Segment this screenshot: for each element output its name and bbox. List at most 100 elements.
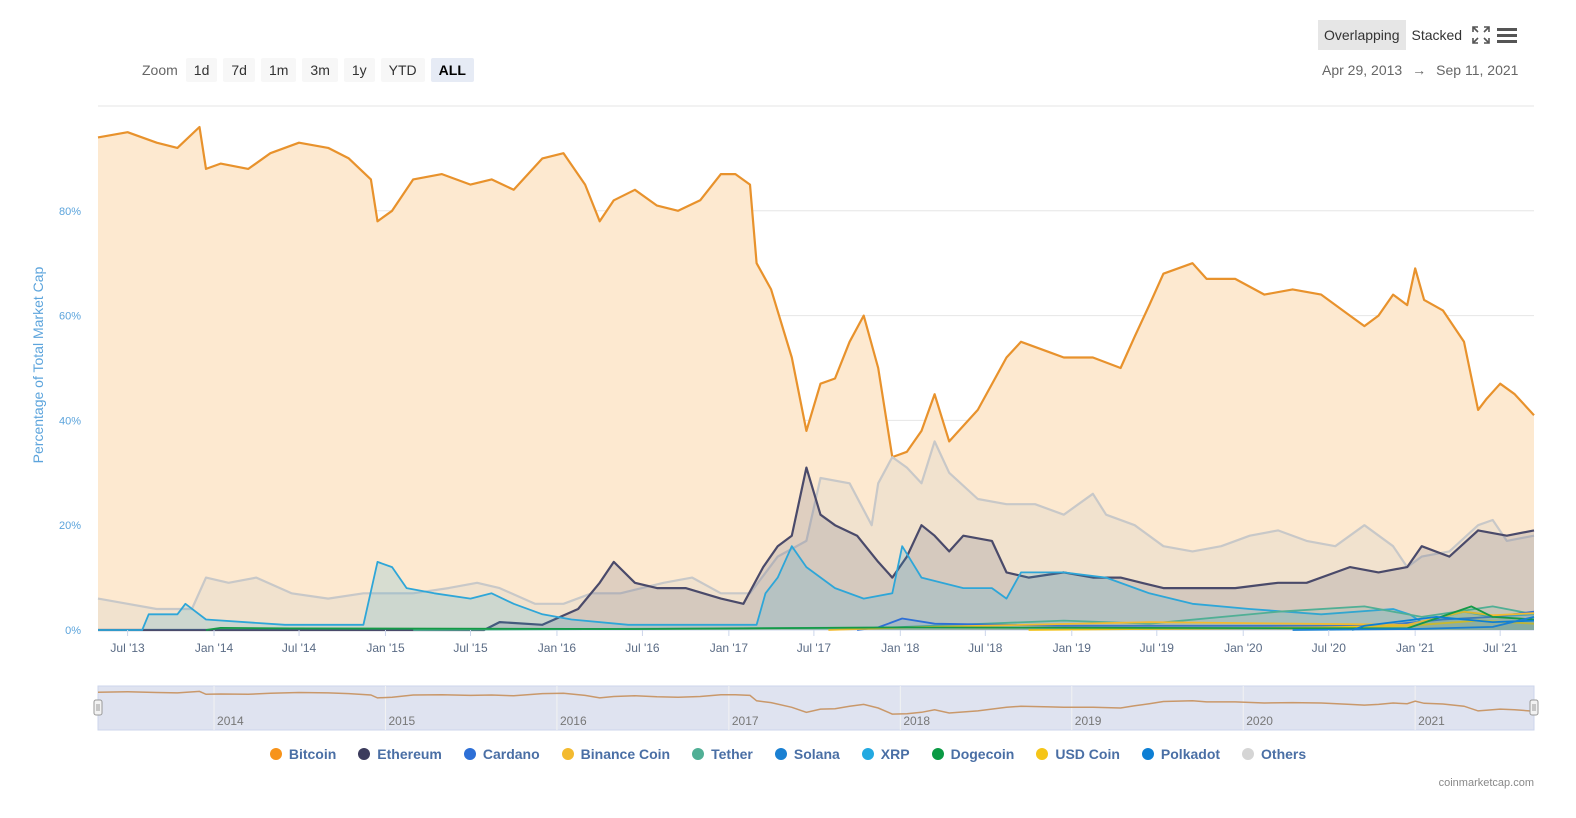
legend-item-solana[interactable]: Solana [774,746,840,762]
legend-marker [861,748,874,760]
x-tick-label: Jul '20 [1312,641,1347,655]
y-axis-label: Percentage of Total Market Cap [30,266,46,463]
series-area-bitcoin [98,127,1534,630]
stacked-button[interactable]: Stacked [1411,27,1463,43]
legend-item-xrp[interactable]: XRP [861,746,910,762]
navigator-year-label: 2016 [560,714,587,728]
series-area-tether [413,606,1535,630]
legend-marker [463,748,476,760]
legend-label: Tether [711,746,753,762]
zoom-ytd-button[interactable]: YTD [380,58,425,82]
zoom-label: Zoom [142,62,178,78]
legend-marker [269,748,282,760]
zoom-1d-button[interactable]: 1d [185,58,218,82]
x-tick-label: Jan '18 [881,641,920,655]
y-tick-label: 20% [59,520,81,532]
x-tick-label: Jan '14 [195,641,234,655]
series-line-tether[interactable] [413,605,1535,631]
series-area-solana [1292,616,1534,630]
legend-marker [358,748,371,760]
x-tick-label: Jul '13 [110,641,145,655]
navigator-year-label: 2018 [903,714,930,728]
series-layer [97,125,1535,632]
legend-label: Polkadot [1160,746,1221,762]
x-tick-label: Jan '19 [1053,641,1092,655]
legend-label: Binance Coin [580,746,671,762]
mode-toolbar: Overlapping Stacked [1318,20,1520,50]
legend-item-tether[interactable]: Tether [692,746,753,762]
zoom-1m-button[interactable]: 1m [260,58,297,82]
menu-icon[interactable] [1494,20,1520,50]
series-line-bitcoin[interactable] [97,125,1535,459]
navigator-year-label: 2014 [217,714,244,728]
x-tick-label: Jul '15 [453,641,488,655]
series-area-xrp [98,546,1534,630]
legend-marker [1036,748,1049,760]
series-area-ethereum [98,467,1534,630]
navigator[interactable]: 2014 2015 2016 2017 2018 2019 2020 2021 [93,685,1539,731]
legend-marker [931,748,944,760]
credit: coinmarketcap.com [1438,777,1534,789]
navigator-year-label: 2015 [388,714,415,728]
x-tick-label: Jul '19 [1140,641,1175,655]
legend-item-others[interactable]: Others [1242,746,1306,762]
date-from[interactable]: Apr 29, 2013 [1322,62,1403,78]
legend-item-polkadot[interactable]: Polkadot [1141,746,1221,762]
y-tick-label: 60% [59,311,81,323]
series-line-dogecoin[interactable] [205,605,1535,631]
y-tick-label: 40% [59,415,81,427]
navigator-year-label: 2017 [732,714,759,728]
overlapping-button[interactable]: Overlapping [1318,20,1406,50]
x-tick-label: Jan '16 [538,641,577,655]
y-tick-label: 80% [59,206,81,218]
series-line-xrp[interactable] [98,545,1535,631]
series-line-ethereum[interactable] [98,466,1535,632]
navigator-year-label: 2019 [1075,714,1102,728]
legend-label: Solana [793,746,840,762]
legend-marker [692,748,705,760]
legend-marker [561,748,574,760]
legend-marker [774,748,787,760]
legend-item-usd-coin[interactable]: USD Coin [1036,746,1120,762]
y-tick-label: 0% [65,625,81,637]
x-tick-label: Jan '17 [710,641,749,655]
navigator-year-label: 2020 [1246,714,1273,728]
date-to[interactable]: Sep 11, 2021 [1436,62,1519,78]
legend-item-binance-coin[interactable]: Binance Coin [561,746,671,762]
legend-label: Others [1261,746,1307,762]
zoom-7d-button[interactable]: 7d [223,58,255,82]
x-tick-label: Jul '18 [968,641,1003,655]
series-line-solana[interactable] [1292,616,1535,631]
series-area-others [98,441,1534,630]
legend-label: XRP [880,746,910,762]
legend-item-cardano[interactable]: Cardano [463,746,540,762]
legend-label: Ethereum [377,746,442,762]
x-tick-label: Jan '20 [1224,641,1263,655]
legend-item-bitcoin[interactable]: Bitcoin [269,746,337,762]
legend-label: Bitcoin [288,746,337,762]
fullscreen-icon[interactable] [1468,20,1494,50]
series-line-cardano[interactable] [856,610,1535,631]
zoom-1y-button[interactable]: 1y [343,58,375,82]
x-tick-label: Jul '14 [282,641,317,655]
legend-marker [1242,748,1255,760]
navigator-right-handle[interactable] [1529,699,1539,716]
zoom-all-button[interactable]: ALL [430,58,474,82]
navigator-left-handle[interactable] [93,699,103,716]
axes: 0% 20% 40% 60% 80% Jul '13 Jan '14 Jul '14 Jan '… [59,206,1518,655]
x-tick-label: Jul '16 [625,641,660,655]
zoom-3m-button[interactable]: 3m [302,58,338,82]
legend-item-dogecoin[interactable]: Dogecoin [931,746,1014,762]
series-line-polkadot[interactable] [1351,616,1535,631]
x-tick-label: Jan '15 [366,641,405,655]
dominance-chart: 0% 20% 40% 60% 80% Jul '13 Jan '14 Jul '14 Jan '… [30,105,1539,731]
legend-item-ethereum[interactable]: Ethereum [358,746,442,762]
series-line-others[interactable] [97,440,1535,611]
zoom-controls: Zoom 1d 7d 1m 3m 1y YTD ALL [142,58,474,82]
x-tick-label: Jul '17 [797,641,832,655]
legend: Bitcoin Ethereum Cardano Binance Coin Tether… [0,746,1576,762]
legend-label: Cardano [482,746,540,762]
navigator-series-line [97,690,1535,715]
navigator-year-label: 2021 [1418,714,1445,728]
legend-marker [1141,748,1154,760]
